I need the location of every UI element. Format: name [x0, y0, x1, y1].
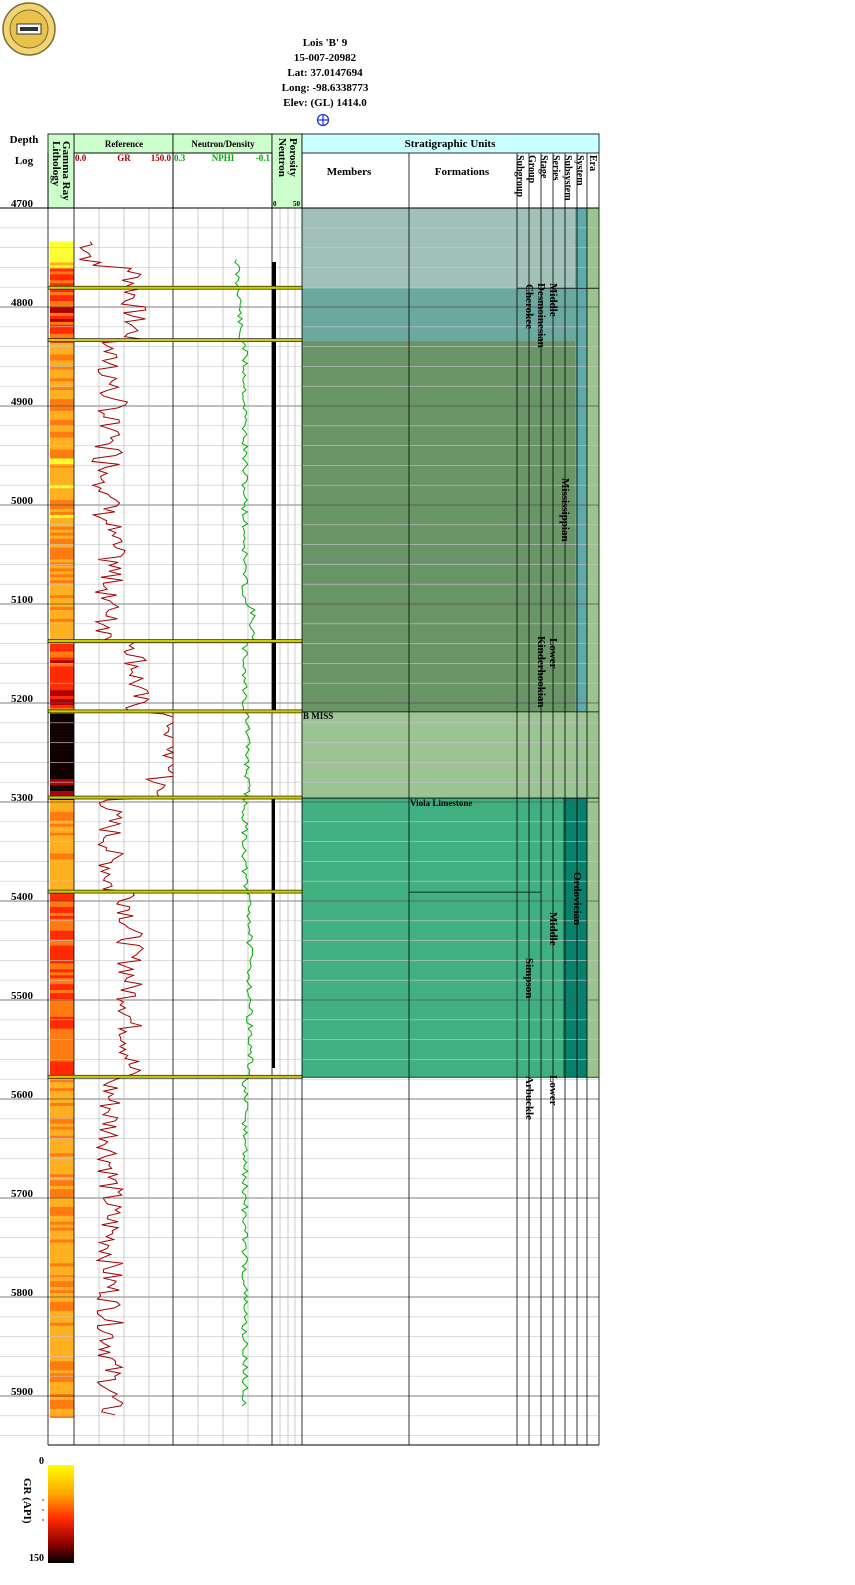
neutron-label: Neutron: [276, 138, 288, 177]
por-max: 50: [293, 200, 301, 208]
depth-ticks: 4700 4800 4900 5000 5100 5200 5300 5400 5500 5600…: [11, 198, 34, 1398]
lithology-label: Lithology: [50, 141, 62, 187]
gamma-ray-label: Gamma Ray: [60, 141, 72, 201]
group-cherokee: Cherokee: [523, 284, 535, 329]
strat-band-1: [302, 288, 599, 341]
kgs-logo: [2, 2, 56, 56]
depth-tick-5900: 5900: [11, 1386, 34, 1398]
nphi-curve: [234, 259, 256, 1407]
era-band: [587, 208, 599, 1078]
strat-band-2: [302, 340, 599, 712]
gr-color-legend: [48, 1465, 74, 1563]
api-number: 15-007-20982: [293, 52, 357, 64]
top-marker-4: [47, 795, 303, 800]
member-b-miss: B MISS: [303, 711, 333, 721]
latitude: Lat: 37.0147694: [287, 67, 363, 79]
nphi-max: -0.1: [256, 153, 271, 163]
legend-min: 0: [39, 1456, 44, 1467]
gr-min: 0.0: [75, 153, 87, 163]
group-simpson: Simpson: [523, 958, 535, 998]
depth-tick-5600: 5600: [11, 1089, 34, 1101]
rank-header-6: Era: [587, 155, 598, 171]
depth-tick-5100: 5100: [11, 594, 34, 606]
rank-header-0: Subgroup: [514, 155, 525, 198]
series-middle-penn: Middle: [547, 283, 559, 317]
top-marker-0: [47, 285, 303, 290]
lithology-column: [50, 241, 74, 1419]
log-label: Log: [15, 155, 34, 167]
gr-max: 150.0: [151, 153, 172, 163]
depth-label: Depth: [10, 134, 39, 146]
strat-title: Stratigraphic Units: [405, 138, 496, 150]
top-marker-5: [47, 889, 303, 894]
depth-tick-5300: 5300: [11, 792, 34, 804]
elevation: Elev: (GL) 1414.0: [283, 97, 367, 109]
legend-label: GR (API): [21, 1478, 33, 1524]
rank-headers: Subgroup Group Stage Series Subsystem System E…: [514, 155, 598, 201]
gr-label: GR: [117, 153, 131, 163]
system-mississippian: Mississippian: [559, 478, 571, 542]
series-lower-ord: Lower: [547, 1075, 559, 1106]
series-lower-miss: Lower: [547, 638, 559, 669]
top-marker-6: [47, 1074, 303, 1079]
strat-bands: [302, 208, 599, 1078]
series-middle-ord: Middle: [547, 912, 559, 946]
neutron-density-title: Neutron/Density: [191, 139, 255, 149]
porosity-label: Porosity: [287, 138, 299, 177]
reference-title: Reference: [105, 139, 143, 149]
depth-tick-5800: 5800: [11, 1287, 34, 1299]
system-ordovician: Ordovician: [571, 872, 583, 925]
depth-tick-4800: 4800: [11, 297, 34, 309]
well-name: Lois 'B' 9: [302, 37, 348, 49]
nphi-label: NPHI: [212, 153, 235, 163]
stage-kinderhookian: Kinderhookian: [535, 636, 547, 708]
legend-max: 150: [29, 1553, 44, 1564]
stage-desmoinesian: Desmoinesian: [535, 283, 547, 348]
strat-band-3: [302, 711, 599, 799]
depth-tick-5000: 5000: [11, 495, 34, 507]
formation-viola: Viola Limestone: [410, 798, 472, 808]
depth-tick-5400: 5400: [11, 891, 34, 903]
rank-header-1: Group: [526, 155, 537, 184]
top-marker-1: [47, 338, 303, 342]
members-label: Members: [327, 166, 372, 178]
nphi-min: 0.3: [174, 153, 186, 163]
depth-tick-4700: 4700: [11, 198, 34, 210]
por-min: 0: [273, 200, 277, 208]
depth-tick-5700: 5700: [11, 1188, 34, 1200]
rank-header-3: Series: [550, 155, 561, 181]
neutron-porosity-trace: [272, 262, 276, 712]
rank-header-5: System: [574, 155, 585, 186]
subsystem-band: [575, 208, 587, 712]
gr-curve: [79, 241, 175, 1416]
top-marker-2: [47, 639, 303, 643]
ordovician-band: [563, 798, 587, 1078]
top-marker-3: [47, 709, 303, 714]
strat-band-4: [302, 798, 599, 1078]
formations-label: Formations: [435, 166, 490, 178]
depth-tick-4900: 4900: [11, 396, 34, 408]
longitude: Long: -98.6338773: [281, 82, 369, 94]
group-arbuckle: Arbuckle: [523, 1076, 535, 1120]
rank-header-4: Subsystem: [562, 155, 573, 201]
rank-header-2: Stage: [538, 155, 549, 179]
strat-header: [301, 133, 600, 154]
formation-tops: [47, 285, 599, 1079]
neutron-porosity-trace-lower: [272, 798, 275, 1068]
strat-band-0: [302, 208, 599, 289]
depth-tick-5500: 5500: [11, 990, 34, 1002]
compass-icon[interactable]: [316, 113, 330, 127]
depth-tick-5200: 5200: [11, 693, 34, 705]
